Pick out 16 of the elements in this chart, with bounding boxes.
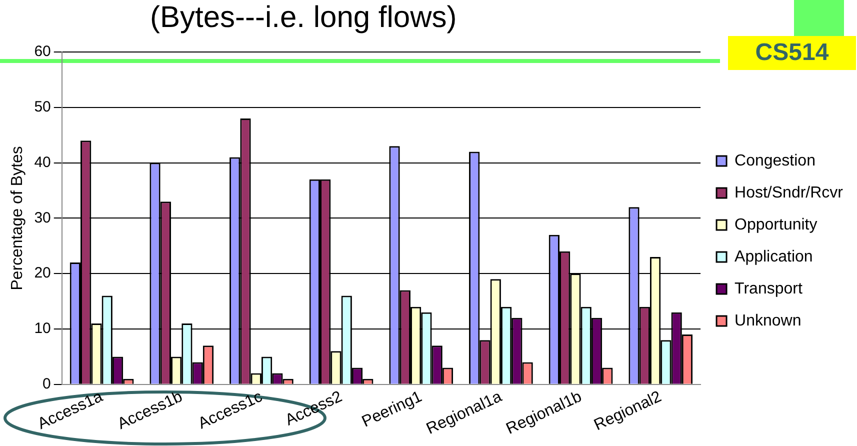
y-tick-label: 20 [34, 264, 51, 282]
text: CS514 [728, 36, 856, 70]
y-tick-label: 10 [34, 320, 51, 338]
y-tick-label: 50 [34, 98, 51, 116]
y-tick-label: 30 [34, 209, 51, 226]
y-tick-label: 60 [34, 43, 51, 60]
y-tick-label: 40 [34, 154, 51, 171]
legend-label: Congestion [734, 152, 816, 170]
legend-label: Unknown [734, 312, 802, 330]
legend-label: Opportunity [734, 216, 818, 234]
legend-label: Transport [734, 280, 803, 298]
legend-label: Host/Sndr/Rcvr [734, 184, 844, 202]
y-axis-title: Percentage of Bytes [9, 146, 26, 290]
chart-title: (Bytes---i.e. long flows) [150, 0, 457, 36]
legend-label: Application [734, 248, 813, 266]
y-tick-label: 0 [42, 376, 51, 393]
